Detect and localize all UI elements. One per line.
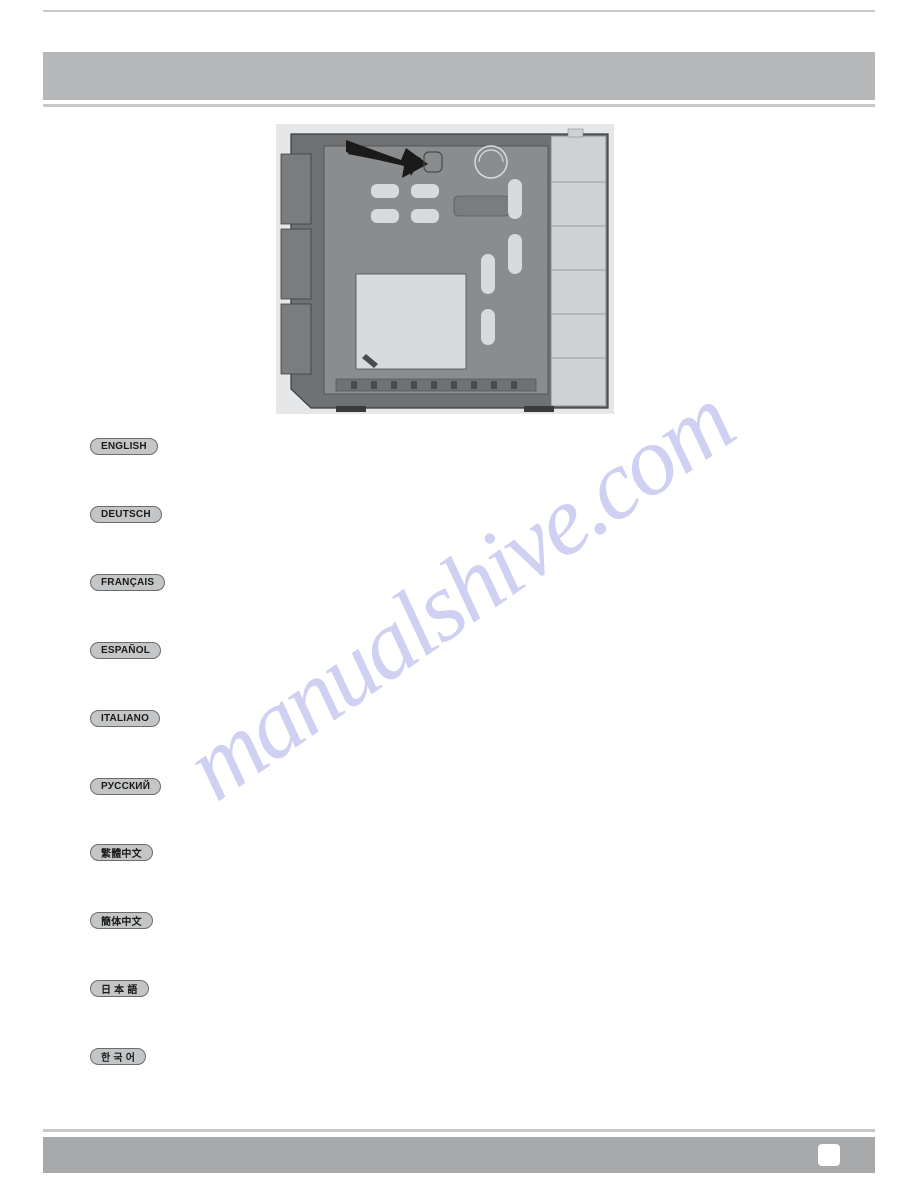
header-bar — [43, 52, 875, 100]
lang-badge-deutsch: DEUTSCH — [90, 506, 162, 523]
header-underline — [43, 104, 875, 107]
footer-rule — [43, 1129, 875, 1132]
footer-bar — [43, 1137, 875, 1173]
page-number-box — [818, 1144, 840, 1166]
lang-badge-espanol: ESPAÑOL — [90, 642, 161, 659]
case-diagram — [276, 124, 614, 414]
lang-badge-zh-trad: 繁體中文 — [90, 844, 153, 861]
lang-badge-italiano: ITALIANO — [90, 710, 160, 727]
lang-badge-japanese: 日 本 語 — [90, 980, 149, 997]
lang-badge-zh-simp: 簡体中文 — [90, 912, 153, 929]
top-rule — [43, 10, 875, 12]
language-list: ENGLISH DEUTSCH FRANÇAIS ESPAÑOL ITALIAN… — [90, 436, 165, 1116]
lang-badge-english: ENGLISH — [90, 438, 158, 455]
lang-badge-korean: 한 국 어 — [90, 1048, 146, 1065]
lang-badge-francais: FRANÇAIS — [90, 574, 165, 591]
lang-badge-russian: РУССКИЙ — [90, 778, 161, 795]
watermark: manualshive.com — [166, 365, 753, 823]
